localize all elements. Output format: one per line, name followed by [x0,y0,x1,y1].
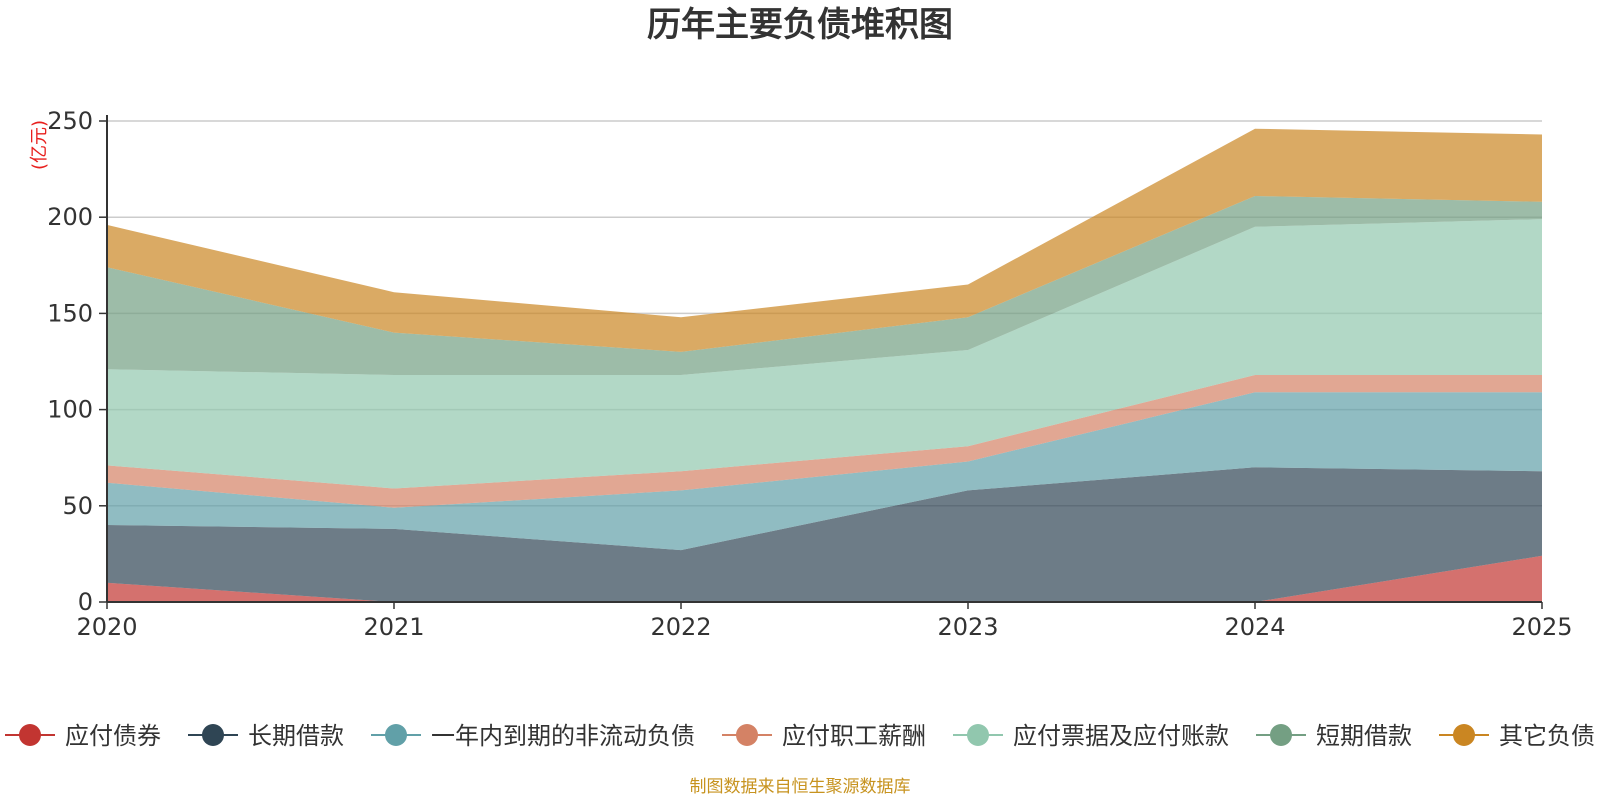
legend-label: 其它负债 [1499,722,1595,750]
legend-circle-icon [19,724,41,746]
area-series [107,128,1542,602]
area-series-4 [107,219,1542,489]
legend-label: 一年内到期的非流动负债 [431,722,695,750]
legend-label: 长期借款 [248,722,344,750]
legend-circle-icon [1270,724,1292,746]
source-note: 制图数据来自恒生聚源数据库 [690,777,911,797]
x-tick-label: 2025 [1511,613,1572,641]
legend-item-0[interactable]: 应付债券 [5,722,161,750]
legend-item-6[interactable]: 其它负债 [1439,722,1595,750]
chart-title: 历年主要负债堆积图 [647,5,953,45]
x-tick-label: 2023 [937,613,998,641]
y-tick-label: 50 [62,492,93,520]
legend-label: 短期借款 [1316,722,1412,750]
legend-circle-icon [385,724,407,746]
area-series-5 [107,196,1542,375]
legend-item-1[interactable]: 长期借款 [188,722,344,750]
legend-item-5[interactable]: 短期借款 [1256,722,1412,750]
area-series-1 [107,467,1542,602]
legend-item-3[interactable]: 应付职工薪酬 [722,722,926,750]
area-series-0 [107,555,1542,602]
y-tick-label: 150 [47,299,93,327]
legend-circle-icon [736,724,758,746]
area-series-2 [107,392,1542,551]
legend-circle-icon [202,724,224,746]
y-tick-label: 100 [47,396,93,424]
x-tick-label: 2024 [1224,613,1285,641]
axes: 0 50 100 150 200 250 2020 2021 2022 2023 2024 2025 [47,107,1572,641]
y-axis-unit-label: (亿元) [29,120,50,170]
legend-item-2[interactable]: 一年内到期的非流动负债 [371,722,695,750]
legend-label: 应付债券 [65,722,161,750]
legend-circle-icon [1453,724,1475,746]
legend[interactable]: 应付债券 长期借款 一年内到期的非流动负债 应付职工薪酬 应付票据及应付账款 短期借款 其它… [5,722,1595,750]
y-tick-label: 200 [47,203,93,231]
x-tick-label: 2021 [363,613,424,641]
y-tick-label: 0 [78,588,93,616]
legend-item-4[interactable]: 应付票据及应付账款 [953,722,1229,750]
x-tick-label: 2022 [650,613,711,641]
area-series-6 [107,128,1542,352]
x-tick-label: 2020 [76,613,137,641]
legend-label: 应付票据及应付账款 [1013,722,1229,750]
legend-circle-icon [967,724,989,746]
legend-label: 应付职工薪酬 [782,722,926,750]
area-series-3 [107,375,1542,508]
y-tick-label: 250 [47,107,93,135]
